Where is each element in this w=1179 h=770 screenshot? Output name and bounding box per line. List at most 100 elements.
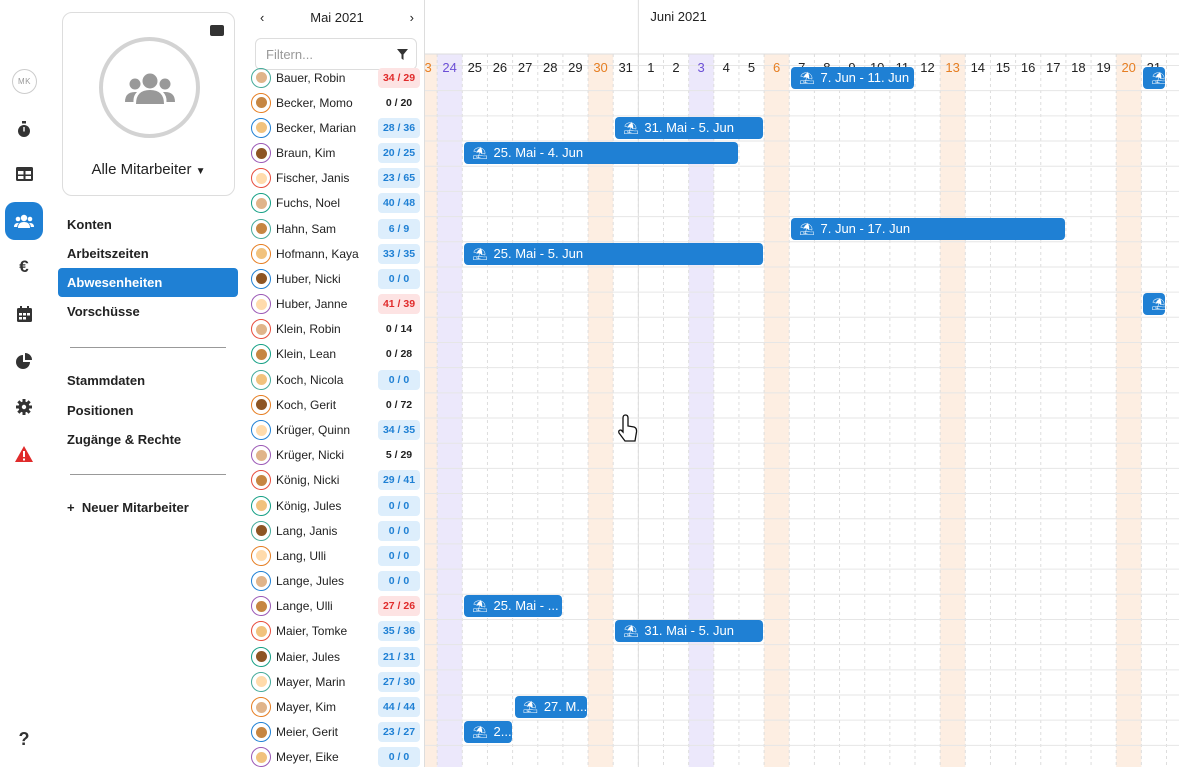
new-employee-button[interactable]: + Neuer Mitarbeiter xyxy=(67,500,189,515)
table-row[interactable]: Braun, Kim 20 / 25 xyxy=(248,141,424,166)
filter-input[interactable]: Filtern... xyxy=(255,38,417,70)
absence-bar[interactable]: ⛱ 31. Mai - 5. Jun xyxy=(615,116,764,139)
employee-name: Koch, Gerit xyxy=(276,397,337,412)
day-label: 15 xyxy=(995,60,1011,75)
chevron-right-icon[interactable]: › xyxy=(409,9,414,25)
absence-bar[interactable]: ⛱ 31. Mai - 5. Jun xyxy=(615,620,764,643)
table-row[interactable]: Hofmann, Kaya 33 / 35 xyxy=(248,241,424,266)
employee-name: Huber, Janne xyxy=(276,297,348,312)
table-row[interactable]: Klein, Robin 0 / 14 xyxy=(248,317,424,342)
table-row[interactable]: Huber, Janne 41 / 39 xyxy=(248,292,424,317)
id-card-icon[interactable] xyxy=(210,25,224,36)
employee-panel: Alle Mitarbeiter ▼ Konten Arbeitszeiten Ab… xyxy=(50,0,248,767)
absence-bar[interactable]: ⛱ 7. Jun - 17. Jun xyxy=(791,217,1065,240)
table-row[interactable]: Krüger, Quinn 34 / 35 xyxy=(248,418,424,443)
table-row[interactable]: Koch, Nicola 0 / 0 xyxy=(248,367,424,392)
euro-icon[interactable]: € xyxy=(19,257,29,276)
absence-bar[interactable]: ⛱ 25. Mai - 5. Jun xyxy=(464,242,764,265)
table-row[interactable]: Fischer, Janis 23 / 65 xyxy=(248,166,424,191)
avatar xyxy=(251,571,271,592)
absence-bar[interactable]: ⛱ 25. Mai - 4. Jun xyxy=(464,142,738,165)
avatar xyxy=(251,646,271,667)
absence-bar[interactable]: ⛱ 27. M... xyxy=(514,696,588,718)
absence-bar[interactable]: ⛱ 7. Jun - 11. Jun xyxy=(791,66,914,89)
status-badge: 0 / 20 xyxy=(378,92,420,113)
status-badge: 33 / 35 xyxy=(378,243,420,264)
gear-icon[interactable] xyxy=(5,388,43,426)
table-row[interactable]: Bauer, Robin 34 / 29 xyxy=(248,65,424,90)
user-avatar[interactable]: MK xyxy=(12,69,37,94)
table-row[interactable]: Maier, Jules 21 / 31 xyxy=(248,644,424,669)
employee-name: Maier, Jules xyxy=(276,649,341,664)
weekend-column xyxy=(940,54,966,767)
table-row[interactable]: Lange, Jules 0 / 0 xyxy=(248,569,424,594)
status-badge: 28 / 36 xyxy=(378,117,420,138)
table-row[interactable]: Lang, Janis 0 / 0 xyxy=(248,518,424,543)
table-row[interactable]: Fuchs, Noel 40 / 48 xyxy=(248,191,424,216)
table-row[interactable]: Lang, Ulli 0 / 0 xyxy=(248,543,424,568)
table-row[interactable]: König, Nicki 29 / 41 xyxy=(248,468,424,493)
employee-name: Fischer, Janis xyxy=(276,171,350,186)
menu-item-zugänge-rechte[interactable]: Zugänge & Rechte xyxy=(67,432,182,447)
calendar-icon[interactable] xyxy=(5,295,43,333)
absence-label: 25. Mai - 5. Jun xyxy=(493,245,584,261)
absence-label: 31. Mai - 5. Jun xyxy=(644,623,735,639)
avatar xyxy=(251,470,271,491)
day-label: 13 xyxy=(945,60,960,75)
avatar xyxy=(251,218,271,239)
table-row[interactable]: Lange, Ulli 27 / 26 xyxy=(248,594,424,619)
umbrella-icon: ⛱ xyxy=(623,120,639,135)
day-label: 23 xyxy=(424,60,432,75)
employee-name: Becker, Momo xyxy=(276,95,353,110)
icon-rail: MK € ? xyxy=(0,0,50,767)
pie-chart-icon[interactable] xyxy=(5,342,43,380)
table-row[interactable]: Becker, Momo 0 / 20 xyxy=(248,90,424,115)
menu-item-vorschüsse[interactable]: Vorschüsse xyxy=(67,304,140,319)
help-icon[interactable]: ? xyxy=(18,728,30,749)
avatar xyxy=(251,420,271,441)
table-row[interactable]: Klein, Lean 0 / 28 xyxy=(248,342,424,367)
group-selector[interactable]: Alle Mitarbeiter ▼ xyxy=(91,161,206,178)
weekend-column xyxy=(425,54,438,767)
menu-item-konten[interactable]: Konten xyxy=(67,217,112,232)
employee-name: Klein, Robin xyxy=(276,322,341,337)
absence-label: 7. Jun - 11. Jun xyxy=(820,69,910,85)
day-label: 12 xyxy=(920,60,935,75)
cursor-icon xyxy=(618,414,638,442)
chevron-left-icon[interactable]: ‹ xyxy=(260,9,265,25)
table-row[interactable]: Becker, Marian 28 / 36 xyxy=(248,115,424,140)
employee-name: Maier, Tomke xyxy=(276,624,348,639)
absence-bar[interactable]: ⛱ 2... xyxy=(464,721,512,744)
avatar xyxy=(251,344,271,365)
stopwatch-icon[interactable] xyxy=(5,110,43,148)
table-row[interactable]: Mayer, Marin 27 / 30 xyxy=(248,669,424,694)
table-row[interactable]: Krüger, Nicki 5 / 29 xyxy=(248,443,424,468)
absence-calendar: Juni 20212324252627282930311234567891011… xyxy=(424,0,1179,767)
absence-bar[interactable]: ⛱ 25. Mai - ... xyxy=(464,595,562,618)
table-row[interactable]: Maier, Tomke 35 / 36 xyxy=(248,619,424,644)
table-row[interactable]: Mayer, Kim 44 / 44 xyxy=(248,695,424,720)
table-row[interactable]: Koch, Gerit 0 / 72 xyxy=(248,392,424,417)
day-label: 24 xyxy=(442,60,457,75)
umbrella-icon: ⛱ xyxy=(799,221,815,236)
umbrella-icon: ⛱ xyxy=(623,624,639,639)
absence-bar[interactable]: ⛱2 xyxy=(1143,66,1166,89)
employee-name: Mayer, Marin xyxy=(276,674,346,689)
table-row[interactable]: König, Jules 0 / 0 xyxy=(248,493,424,518)
menu-item-arbeitszeiten[interactable]: Arbeitszeiten xyxy=(67,246,149,261)
warning-icon[interactable] xyxy=(5,435,43,473)
filter-icon[interactable] xyxy=(397,49,408,60)
table-row[interactable]: Meier, Gerit 23 / 27 xyxy=(248,720,424,745)
day-label: 1 xyxy=(647,60,655,75)
menu-item-stammdaten[interactable]: Stammdaten xyxy=(67,373,146,388)
absence-bar[interactable]: ⛱21 xyxy=(1143,293,1166,316)
users-icon[interactable] xyxy=(5,202,43,240)
table-row[interactable]: Meyer, Eike 0 / 0 xyxy=(248,745,424,770)
day-label: 5 xyxy=(747,60,756,75)
table-icon[interactable] xyxy=(5,155,43,193)
table-row[interactable]: Hahn, Sam 6 / 9 xyxy=(248,216,424,241)
table-row[interactable]: Huber, Nicki 0 / 0 xyxy=(248,266,424,291)
umbrella-icon: ⛱ xyxy=(472,599,488,614)
menu-item-abwesenheiten[interactable]: Abwesenheiten xyxy=(58,268,238,297)
menu-item-positionen[interactable]: Positionen xyxy=(67,403,134,418)
